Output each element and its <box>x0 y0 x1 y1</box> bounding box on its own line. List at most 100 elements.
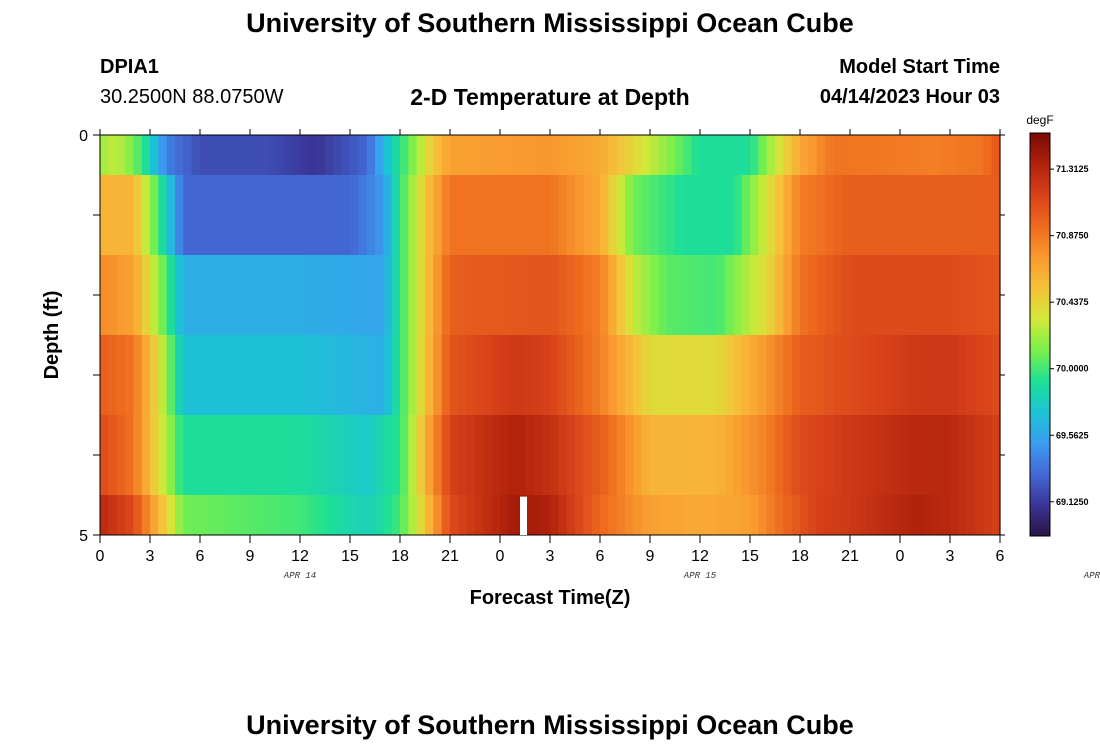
heatmap-cell <box>583 135 593 175</box>
heatmap-cell <box>291 415 301 495</box>
heatmap-cell <box>983 135 993 175</box>
heatmap-cell <box>550 415 559 495</box>
heatmap-cell <box>591 175 601 255</box>
heatmap-cell <box>416 175 426 255</box>
heatmap-cell <box>466 335 476 415</box>
heatmap-cell <box>225 175 234 255</box>
heatmap-cell <box>691 175 701 255</box>
heatmap-cell <box>225 255 234 335</box>
heatmap-cell <box>408 495 418 535</box>
heatmap-cell <box>941 135 951 175</box>
heatmap-cell <box>291 335 301 415</box>
heatmap-cell <box>100 495 109 535</box>
heatmap-cell <box>275 255 284 335</box>
heatmap-cell <box>150 335 159 415</box>
page-title: University of Southern Mississippi Ocean… <box>246 8 854 38</box>
heatmap-cell <box>875 335 884 415</box>
heatmap-cell <box>825 135 834 175</box>
heatmap-cell <box>375 335 384 415</box>
heatmap-cell <box>175 495 184 535</box>
heatmap-cell <box>316 415 326 495</box>
heatmap-cell <box>966 415 976 495</box>
heatmap-cell <box>958 255 968 335</box>
colorbar-tick-label: 70.4375 <box>1056 297 1089 307</box>
heatmap-cell <box>241 495 251 535</box>
heatmap-cell <box>933 175 943 255</box>
heatmap-cell <box>908 135 918 175</box>
x-tick-label: 12 <box>691 548 709 565</box>
heatmap-cell <box>850 335 859 415</box>
heatmap-cell <box>908 335 918 415</box>
heatmap-cell <box>675 495 684 535</box>
heatmap-cell <box>500 135 509 175</box>
heatmap-cell <box>891 495 901 535</box>
heatmap-cell <box>541 335 551 415</box>
heatmap-cell <box>508 255 518 335</box>
heatmap-cell <box>575 495 584 535</box>
heatmap-cell <box>350 255 359 335</box>
x-tick-label: 3 <box>546 548 555 565</box>
heatmap-cell <box>491 255 501 335</box>
heatmap-cell <box>416 495 426 535</box>
heatmap-cell <box>308 415 318 495</box>
heatmap-cell <box>700 175 709 255</box>
heatmap-cell <box>316 255 326 335</box>
heatmap-cell <box>108 495 118 535</box>
heatmap-cell <box>450 335 459 415</box>
heatmap-cell <box>266 255 276 335</box>
heatmap-cell <box>683 175 693 255</box>
heatmap-cell <box>108 415 118 495</box>
heatmap-cell <box>850 415 859 495</box>
heatmap-cell <box>458 255 468 335</box>
heatmap-cell <box>858 415 868 495</box>
heatmap-cell <box>491 335 501 415</box>
heatmap-cell <box>116 135 126 175</box>
heatmap-cell <box>483 335 493 415</box>
x-tick-label: 6 <box>196 548 205 565</box>
heatmap-cell <box>625 415 634 495</box>
heatmap-cell <box>133 255 143 335</box>
heatmap-cell <box>741 255 751 335</box>
heatmap-cell <box>283 495 293 535</box>
heatmap-cell <box>308 135 318 175</box>
heatmap-cell <box>733 415 743 495</box>
heatmap-cell <box>391 135 401 175</box>
heatmap-cell <box>991 255 1001 335</box>
heatmap-cell <box>200 335 209 415</box>
heatmap-cell <box>850 135 859 175</box>
heatmap-cell <box>625 255 634 335</box>
heatmap-cell <box>408 175 418 255</box>
heatmap-cell <box>925 495 934 535</box>
heatmap-cell <box>808 495 818 535</box>
heatmap-cell <box>333 175 343 255</box>
heatmap-cell <box>683 415 693 495</box>
heatmap-cell <box>491 495 501 535</box>
heatmap-cell <box>275 495 284 535</box>
heatmap-cell <box>741 335 751 415</box>
heatmap-cell <box>316 175 326 255</box>
heatmap-cell <box>891 415 901 495</box>
heatmap-cell <box>875 495 884 535</box>
heatmap-cell <box>566 335 576 415</box>
heatmap-cell <box>200 415 209 495</box>
heatmap-cell <box>683 335 693 415</box>
heatmap-cell <box>658 175 668 255</box>
heatmap-cell <box>666 135 676 175</box>
date-label: APR 14 <box>283 571 316 581</box>
heatmap-cell <box>358 255 368 335</box>
heatmap-cell <box>150 415 159 495</box>
heatmap-cell <box>216 335 226 415</box>
heatmap-cell <box>758 135 768 175</box>
heatmap-cell <box>500 255 509 335</box>
heatmap-cell <box>741 135 751 175</box>
heatmap-cell <box>975 175 984 255</box>
heatmap-cell <box>866 495 876 535</box>
heatmap-cell <box>666 255 676 335</box>
heatmap-cell <box>108 335 118 415</box>
heatmap-cell <box>900 255 909 335</box>
heatmap-cell <box>550 135 559 175</box>
heatmap-cell <box>575 175 584 255</box>
heatmap-cell <box>816 175 826 255</box>
heatmap-cell <box>175 135 184 175</box>
heatmap-cell <box>525 255 534 335</box>
